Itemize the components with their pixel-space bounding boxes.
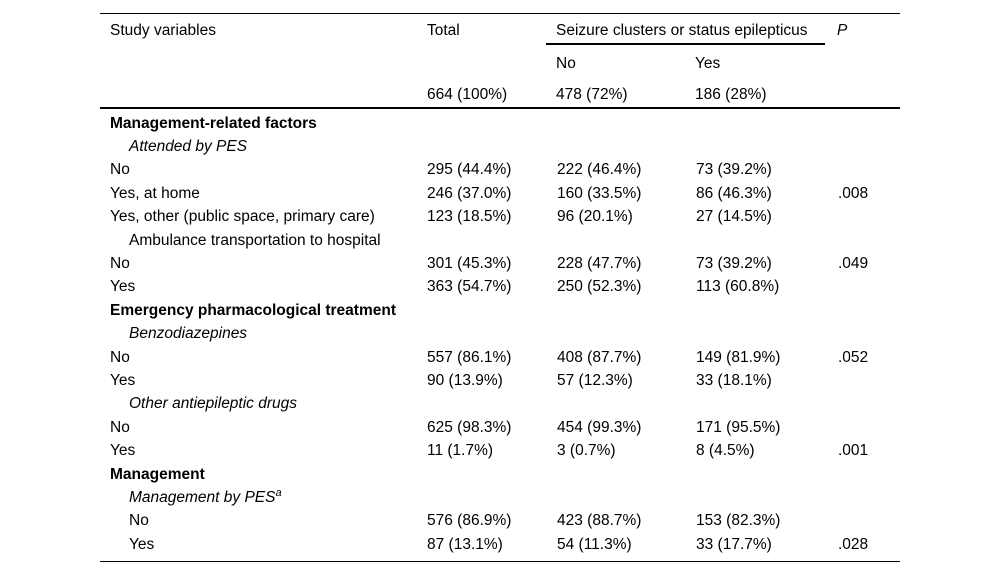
table-row: Ambulance transportation to hospital xyxy=(100,229,900,252)
row-label: Yes xyxy=(110,278,136,296)
cell-yes: 8 (4.5%) xyxy=(696,442,755,460)
cell-total: 625 (98.3%) xyxy=(427,418,512,436)
table-row: Benzodiazepines xyxy=(100,323,900,346)
table-row: No 295 (44.4%) 222 (46.4%) 73 (39.2%) xyxy=(100,159,900,182)
table-row: Management-related factors xyxy=(100,112,900,135)
row-label: No xyxy=(110,161,130,179)
cell-p: .049 xyxy=(838,255,869,273)
cell-total: 123 (18.5%) xyxy=(427,208,512,226)
cell-total: 363 (54.7%) xyxy=(427,278,512,296)
cell-yes: 33 (18.1%) xyxy=(696,371,772,389)
cell-total: 90 (13.9%) xyxy=(427,371,503,389)
table-top-rule xyxy=(100,13,900,15)
cell-yes: 149 (81.9%) xyxy=(696,348,781,366)
cell-yes: 73 (39.2%) xyxy=(696,161,772,179)
cell-yes: 33 (17.7%) xyxy=(696,535,772,553)
row-label: Yes xyxy=(110,371,136,389)
cell-p: .001 xyxy=(838,442,869,460)
row-label: Yes, at home xyxy=(110,184,200,202)
cell-yes: 27 (14.5%) xyxy=(696,208,772,226)
cell-total: 87 (13.1%) xyxy=(427,535,503,553)
cell-total: 246 (37.0%) xyxy=(427,184,512,202)
table-row: Yes 363 (54.7%) 250 (52.3%) 113 (60.8%) xyxy=(100,276,900,299)
table-row: No 625 (98.3%) 454 (99.3%) 171 (95.5%) xyxy=(100,416,900,439)
cell-no: 423 (88.7%) xyxy=(557,512,642,530)
row-label: No xyxy=(129,512,149,530)
count-total: 664 (100%) xyxy=(427,86,508,103)
cell-p: .028 xyxy=(838,535,869,553)
table-row: No 576 (86.9%) 423 (88.7%) 153 (82.3%) xyxy=(100,510,900,533)
table-row: Attended by PES xyxy=(100,135,900,158)
table-row: Management xyxy=(100,463,900,486)
cell-yes: 113 (60.8%) xyxy=(696,278,780,296)
cell-no: 96 (20.1%) xyxy=(557,208,633,226)
header-body-divider-rule xyxy=(100,106,900,110)
row-label: Management xyxy=(110,465,205,483)
row-label: Yes, other (public space, primary care) xyxy=(110,208,375,226)
cell-no: 160 (33.5%) xyxy=(557,184,642,202)
count-no: 478 (72%) xyxy=(556,86,628,103)
row-label: No xyxy=(110,418,130,436)
cell-no: 454 (99.3%) xyxy=(557,418,642,436)
row-label: Other antiepileptic drugs xyxy=(129,395,298,413)
table-row: Yes 90 (13.9%) 57 (12.3%) 33 (18.1%) xyxy=(100,369,900,392)
table-row: Yes, other (public space, primary care) 1… xyxy=(100,206,900,229)
cell-yes: 153 (82.3%) xyxy=(696,512,781,530)
cell-no: 3 (0.7%) xyxy=(557,442,616,460)
col-header-seizure-group: Seizure clusters or status epilepticus xyxy=(556,22,808,39)
cell-p: .052 xyxy=(838,348,869,366)
cell-yes: 73 (39.2%) xyxy=(696,255,772,273)
cell-no: 57 (12.3%) xyxy=(557,371,633,389)
count-yes: 186 (28%) xyxy=(695,86,767,103)
cell-total: 576 (86.9%) xyxy=(427,512,512,530)
row-label: Yes xyxy=(110,442,136,460)
row-label: Yes xyxy=(129,535,155,553)
cell-p: .008 xyxy=(838,184,869,202)
table-row: Yes 11 (1.7%) 3 (0.7%) 8 (4.5%) .001 xyxy=(100,439,900,462)
cell-total: 301 (45.3%) xyxy=(427,255,512,273)
row-label: Emergency pharmacological treatment xyxy=(110,301,396,319)
cell-no: 250 (52.3%) xyxy=(557,278,642,296)
table-row: Emergency pharmacological treatment xyxy=(100,299,900,322)
group-header-underline xyxy=(546,43,825,46)
footnote-marker: a xyxy=(275,486,282,499)
table-row: No 301 (45.3%) 228 (47.7%) 73 (39.2%) .049 xyxy=(100,252,900,275)
cell-total: 295 (44.4%) xyxy=(427,161,512,179)
row-label: Attended by PES xyxy=(129,138,248,156)
row-label: Management by PESa xyxy=(129,486,282,506)
row-label: Benzodiazepines xyxy=(129,325,248,343)
cell-yes: 171 (95.5%) xyxy=(696,418,781,436)
cell-no: 54 (11.3%) xyxy=(557,535,632,553)
table-bottom-rule xyxy=(100,560,900,563)
subheader-no: No xyxy=(556,55,576,72)
table-row: No 557 (86.1%) 408 (87.7%) 149 (81.9%) .052 xyxy=(100,346,900,369)
cell-yes: 86 (46.3%) xyxy=(696,184,772,202)
row-label: Ambulance transportation to hospital xyxy=(129,231,381,249)
study-table: Study variables Total Seizure clusters o… xyxy=(100,0,900,579)
col-header-study-variables: Study variables xyxy=(110,22,216,39)
cell-total: 557 (86.1%) xyxy=(427,348,512,366)
cell-no: 228 (47.7%) xyxy=(557,255,642,273)
row-label: Management-related factors xyxy=(110,114,317,132)
table-row: Management by PESa xyxy=(100,486,900,509)
col-header-total: Total xyxy=(427,22,460,39)
cell-no: 222 (46.4%) xyxy=(557,161,642,179)
row-label: No xyxy=(110,348,130,366)
table-body: Management-related factors Attended by PE… xyxy=(100,112,900,556)
row-label: No xyxy=(110,255,130,273)
table-row: Other antiepileptic drugs xyxy=(100,393,900,416)
table-row: Yes 87 (13.1%) 54 (11.3%) 33 (17.7%) .028 xyxy=(100,533,900,556)
cell-no: 408 (87.7%) xyxy=(557,348,642,366)
cell-total: 11 (1.7%) xyxy=(427,442,494,460)
table-row: Yes, at home 246 (37.0%) 160 (33.5%) 86 (46… xyxy=(100,182,900,205)
subheader-yes: Yes xyxy=(695,55,721,72)
col-header-p-value: P xyxy=(837,22,848,39)
